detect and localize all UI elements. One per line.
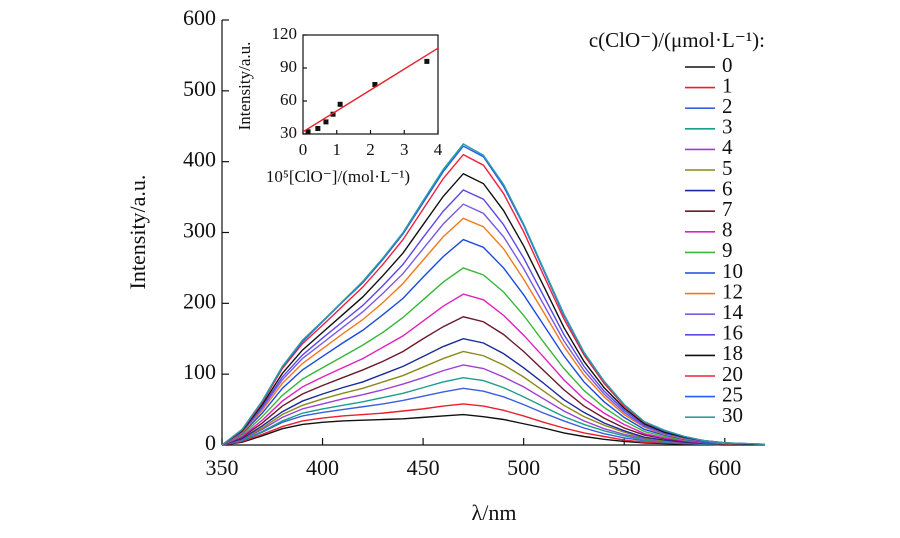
data-point xyxy=(305,129,311,135)
legend-label: 16 xyxy=(722,321,743,345)
series-line xyxy=(221,143,766,446)
legend-label: 6 xyxy=(722,176,733,200)
x-tick-label: 600 xyxy=(708,455,741,480)
y-tick-label: 90 xyxy=(280,57,297,76)
legend-label: 2 xyxy=(722,94,733,118)
legend-label: 30 xyxy=(722,403,743,427)
data-point xyxy=(337,101,343,107)
legend-label: 10 xyxy=(722,259,743,283)
x-tick-label: 450 xyxy=(407,455,440,480)
legend-label: 4 xyxy=(722,135,733,159)
x-axis-label: λ/nm xyxy=(472,500,517,525)
y-axis-label: Intensity/a.u. xyxy=(235,42,254,131)
x-tick-label: 550 xyxy=(608,455,641,480)
series-line xyxy=(302,47,439,133)
legend-label: 20 xyxy=(722,362,743,386)
x-tick-label: 4 xyxy=(434,140,443,159)
legend-title: c(ClO⁻)/(μmol·L⁻¹): xyxy=(589,28,765,52)
series-line xyxy=(221,350,766,446)
series-line xyxy=(221,217,765,446)
series-line xyxy=(221,364,765,446)
series-line xyxy=(221,413,765,446)
y-axis-label: Intensity/a.u. xyxy=(125,175,150,290)
y-tick-label: 60 xyxy=(280,90,297,109)
y-tick-label: 300 xyxy=(183,218,216,243)
series-line xyxy=(221,338,766,446)
series-line xyxy=(221,267,766,446)
legend-label: 9 xyxy=(722,238,733,262)
data-point xyxy=(424,58,430,64)
y-tick-label: 100 xyxy=(183,359,216,384)
y-tick-label: 0 xyxy=(205,430,216,455)
data-point xyxy=(330,111,336,117)
data-point xyxy=(323,119,329,125)
series-line xyxy=(221,172,765,446)
series-line xyxy=(221,316,766,446)
y-tick-label: 200 xyxy=(183,288,216,313)
legend-label: 0 xyxy=(722,53,733,77)
x-tick-label: 500 xyxy=(507,455,540,480)
x-tick-label: 3 xyxy=(400,140,409,159)
legend-label: 5 xyxy=(722,156,733,180)
y-tick-label: 120 xyxy=(272,24,298,43)
x-tick-label: 2 xyxy=(366,140,375,159)
x-tick-label: 350 xyxy=(206,455,239,480)
y-tick-label: 400 xyxy=(183,147,216,172)
legend-label: 3 xyxy=(722,115,733,139)
data-point xyxy=(372,82,378,87)
legend-label: 14 xyxy=(722,300,744,324)
y-tick-label: 30 xyxy=(280,123,297,142)
series-line xyxy=(221,189,765,446)
data-point xyxy=(315,126,321,131)
legend-label: 18 xyxy=(722,341,743,365)
legend-label: 12 xyxy=(722,279,743,303)
legend-label: 1 xyxy=(722,73,733,97)
y-tick-label: 500 xyxy=(183,76,216,101)
y-tick-label: 600 xyxy=(183,5,216,30)
legend-label: 25 xyxy=(722,382,743,406)
series-line xyxy=(221,293,766,446)
x-axis-label: 10⁵[ClO⁻]/(mol·L⁻¹) xyxy=(266,167,410,186)
x-tick-label: 0 xyxy=(299,140,308,159)
x-tick-label: 400 xyxy=(306,455,339,480)
x-tick-label: 1 xyxy=(333,140,342,159)
legend-label: 8 xyxy=(722,218,733,242)
legend-label: 7 xyxy=(722,197,733,221)
series-line xyxy=(221,376,765,446)
